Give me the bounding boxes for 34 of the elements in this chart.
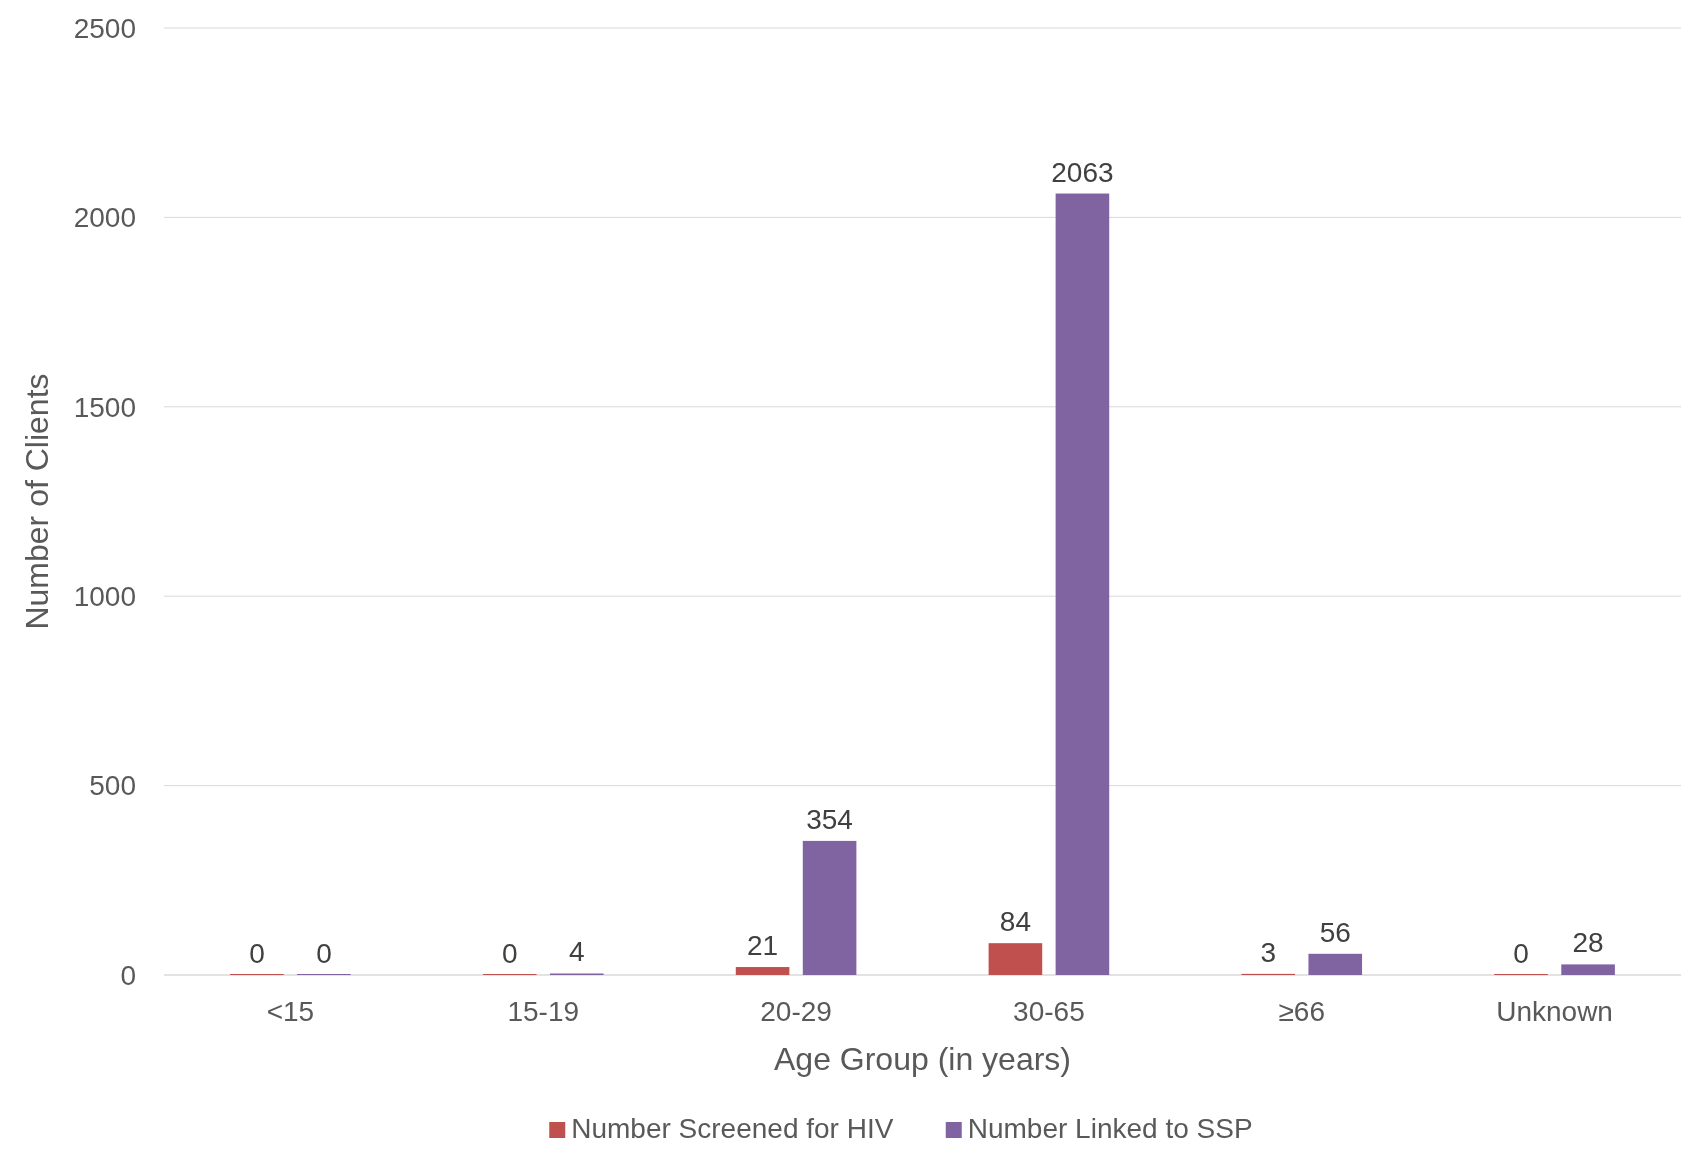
legend-label: Number Linked to SSP <box>967 1113 1253 1144</box>
data-label: 0 <box>1513 938 1529 969</box>
y-tick-label: 1500 <box>73 391 136 423</box>
x-tick-label: Unknown <box>1496 996 1613 1027</box>
x-tick-label: <15 <box>266 996 315 1027</box>
bar <box>1308 953 1363 975</box>
y-tick-label: 2000 <box>73 202 136 234</box>
data-label: 84 <box>999 906 1031 938</box>
x-tick-label: 15-19 <box>507 996 580 1027</box>
data-label: 21 <box>747 930 779 962</box>
data-label: 3 <box>1260 936 1277 968</box>
data-label: 28 <box>1572 927 1604 959</box>
legend-label: Number Screened for HIV <box>571 1113 894 1144</box>
data-label: 354 <box>806 803 853 835</box>
data-label: 4 <box>568 936 585 968</box>
bar <box>802 840 857 975</box>
x-tick-label: 30-65 <box>1013 996 1085 1027</box>
y-tick-label: 1000 <box>73 581 136 612</box>
x-axis-title: Age Group (in years) <box>773 1041 1072 1077</box>
data-label: 0 <box>316 938 332 969</box>
bar <box>1561 964 1615 975</box>
x-tick-label: ≥66 <box>1278 996 1326 1027</box>
bar <box>988 943 1043 975</box>
y-tick-label: 0 <box>120 959 136 991</box>
data-label: 0 <box>501 938 518 969</box>
bar <box>735 967 790 975</box>
y-tick-label: 500 <box>89 770 136 802</box>
y-tick-label: 2500 <box>73 12 136 44</box>
x-tick-label: 20-29 <box>760 996 832 1027</box>
data-label: 0 <box>249 938 265 969</box>
data-label: 2063 <box>1051 156 1114 188</box>
y-axis-title: Number of Clients <box>19 373 55 630</box>
data-label: 56 <box>1319 916 1351 948</box>
bar <box>1055 193 1110 975</box>
